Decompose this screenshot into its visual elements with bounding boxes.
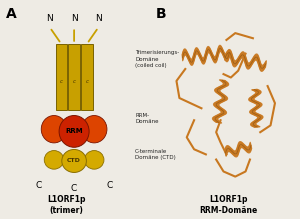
Ellipse shape [85, 151, 104, 169]
FancyBboxPatch shape [68, 44, 80, 110]
Text: B: B [156, 7, 166, 21]
Ellipse shape [59, 116, 89, 147]
Text: C-terminale
Domäne (CTD): C-terminale Domäne (CTD) [135, 149, 176, 160]
Text: c: c [73, 79, 76, 84]
Text: C: C [36, 180, 42, 190]
Ellipse shape [41, 116, 67, 143]
Text: L1ORF1p
(trimer): L1ORF1p (trimer) [47, 194, 85, 215]
Text: RRM: RRM [65, 128, 83, 134]
Text: N: N [71, 14, 77, 23]
Text: N: N [95, 14, 102, 23]
Text: L1ORF1p
RRM-Domäne: L1ORF1p RRM-Domäne [199, 194, 257, 215]
Text: CTD: CTD [67, 159, 81, 163]
Ellipse shape [44, 151, 64, 169]
Text: C: C [106, 180, 112, 190]
Text: N: N [46, 14, 53, 23]
Text: RRM-
Domäne: RRM- Domäne [135, 113, 158, 124]
Ellipse shape [62, 149, 86, 173]
Text: Trimerisierungs-
Domäne
(coiled coil): Trimerisierungs- Domäne (coiled coil) [135, 50, 179, 68]
Ellipse shape [81, 116, 107, 143]
Text: C: C [71, 184, 77, 193]
Text: c: c [60, 79, 63, 84]
Text: c: c [85, 79, 88, 84]
FancyBboxPatch shape [56, 44, 67, 110]
Text: A: A [6, 7, 17, 21]
FancyBboxPatch shape [81, 44, 93, 110]
